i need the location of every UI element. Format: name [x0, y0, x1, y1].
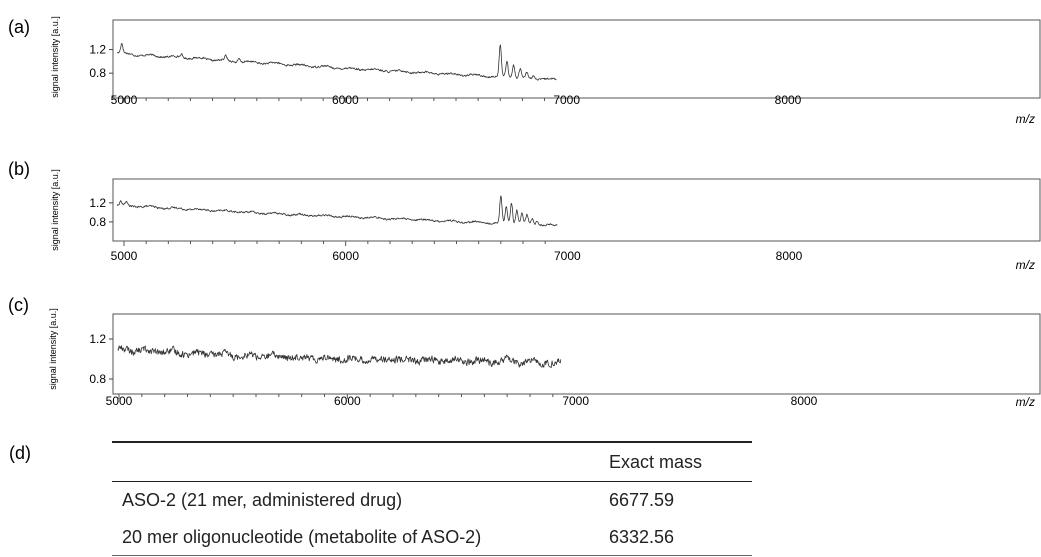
panel-label: (a) — [8, 17, 30, 37]
panel-label: (c) — [8, 295, 29, 315]
x-tick-label: 7000 — [562, 394, 589, 408]
x-tick-label: 8000 — [775, 93, 802, 107]
y-tick-label: 0.8 — [89, 215, 106, 229]
x-tick-label: 8000 — [791, 394, 818, 408]
y-tick-label: 1.2 — [89, 332, 106, 346]
exact-mass-value: 6677.59 — [609, 490, 675, 510]
panel-label-d: (d) — [9, 443, 31, 463]
table-row: 20 mer oligonucleotide (metabolite of AS… — [112, 527, 752, 553]
compound-name: 20 mer oligonucleotide (metabolite of AS… — [122, 527, 482, 547]
spectrum-panel: (b) signal intensity [a.u.] 0.8 1.2 5000 6000… — [8, 159, 1041, 272]
x-tick-label: 5000 — [111, 93, 138, 107]
plot-frame — [112, 19, 1041, 99]
spectra-figure: (a) signal intensity [a.u.] 0.8 1.2 5000 6000… — [8, 16, 1041, 409]
x-tick-label: 7000 — [554, 249, 581, 263]
x-axis-label: m/z — [1016, 258, 1035, 272]
x-tick-label: 6000 — [332, 93, 359, 107]
x-tick-label: 6000 — [334, 394, 361, 408]
y-axis-label: signal intensity [a.u.] — [48, 308, 58, 390]
spectrum-trace — [117, 42, 557, 81]
x-tick-label: 6000 — [332, 249, 359, 263]
x-tick-label: 5000 — [106, 394, 133, 408]
plot-frame — [112, 313, 1041, 395]
header-exact-mass: Exact mass — [609, 452, 703, 472]
table-header-rule — [112, 481, 752, 482]
spectrum-trace — [116, 195, 558, 227]
x-tick-label: 8000 — [776, 249, 803, 263]
table-bottom-rule — [112, 555, 752, 556]
y-tick-label: 1.2 — [89, 43, 106, 57]
panel-label: (b) — [8, 159, 30, 179]
table-header-row: Exact mass — [112, 452, 752, 478]
x-axis-label: m/z — [1016, 112, 1035, 126]
plot-frame — [112, 178, 1041, 242]
table-top-rule — [112, 441, 752, 443]
y-axis-label: signal intensity [a.u.] — [50, 16, 60, 98]
spectrum-panel: (c) signal intensity [a.u.] 0.8 1.2 5000 6000… — [8, 295, 1041, 409]
y-axis-label: signal intensity [a.u.] — [50, 169, 60, 251]
x-axis-label: m/z — [1016, 395, 1035, 409]
y-tick-label: 0.8 — [89, 66, 106, 80]
compound-name: ASO-2 (21 mer, administered drug) — [122, 490, 403, 510]
table-row: ASO-2 (21 mer, administered drug) 6677.5… — [112, 490, 752, 516]
x-tick-label: 5000 — [111, 249, 138, 263]
exact-mass-value: 6332.56 — [609, 527, 675, 547]
spectrum-panel: (a) signal intensity [a.u.] 0.8 1.2 5000 6000… — [8, 16, 1041, 126]
x-tick-label: 7000 — [553, 93, 580, 107]
y-tick-label: 0.8 — [89, 372, 106, 386]
y-tick-label: 1.2 — [89, 196, 106, 210]
spectrum-trace — [117, 345, 562, 369]
